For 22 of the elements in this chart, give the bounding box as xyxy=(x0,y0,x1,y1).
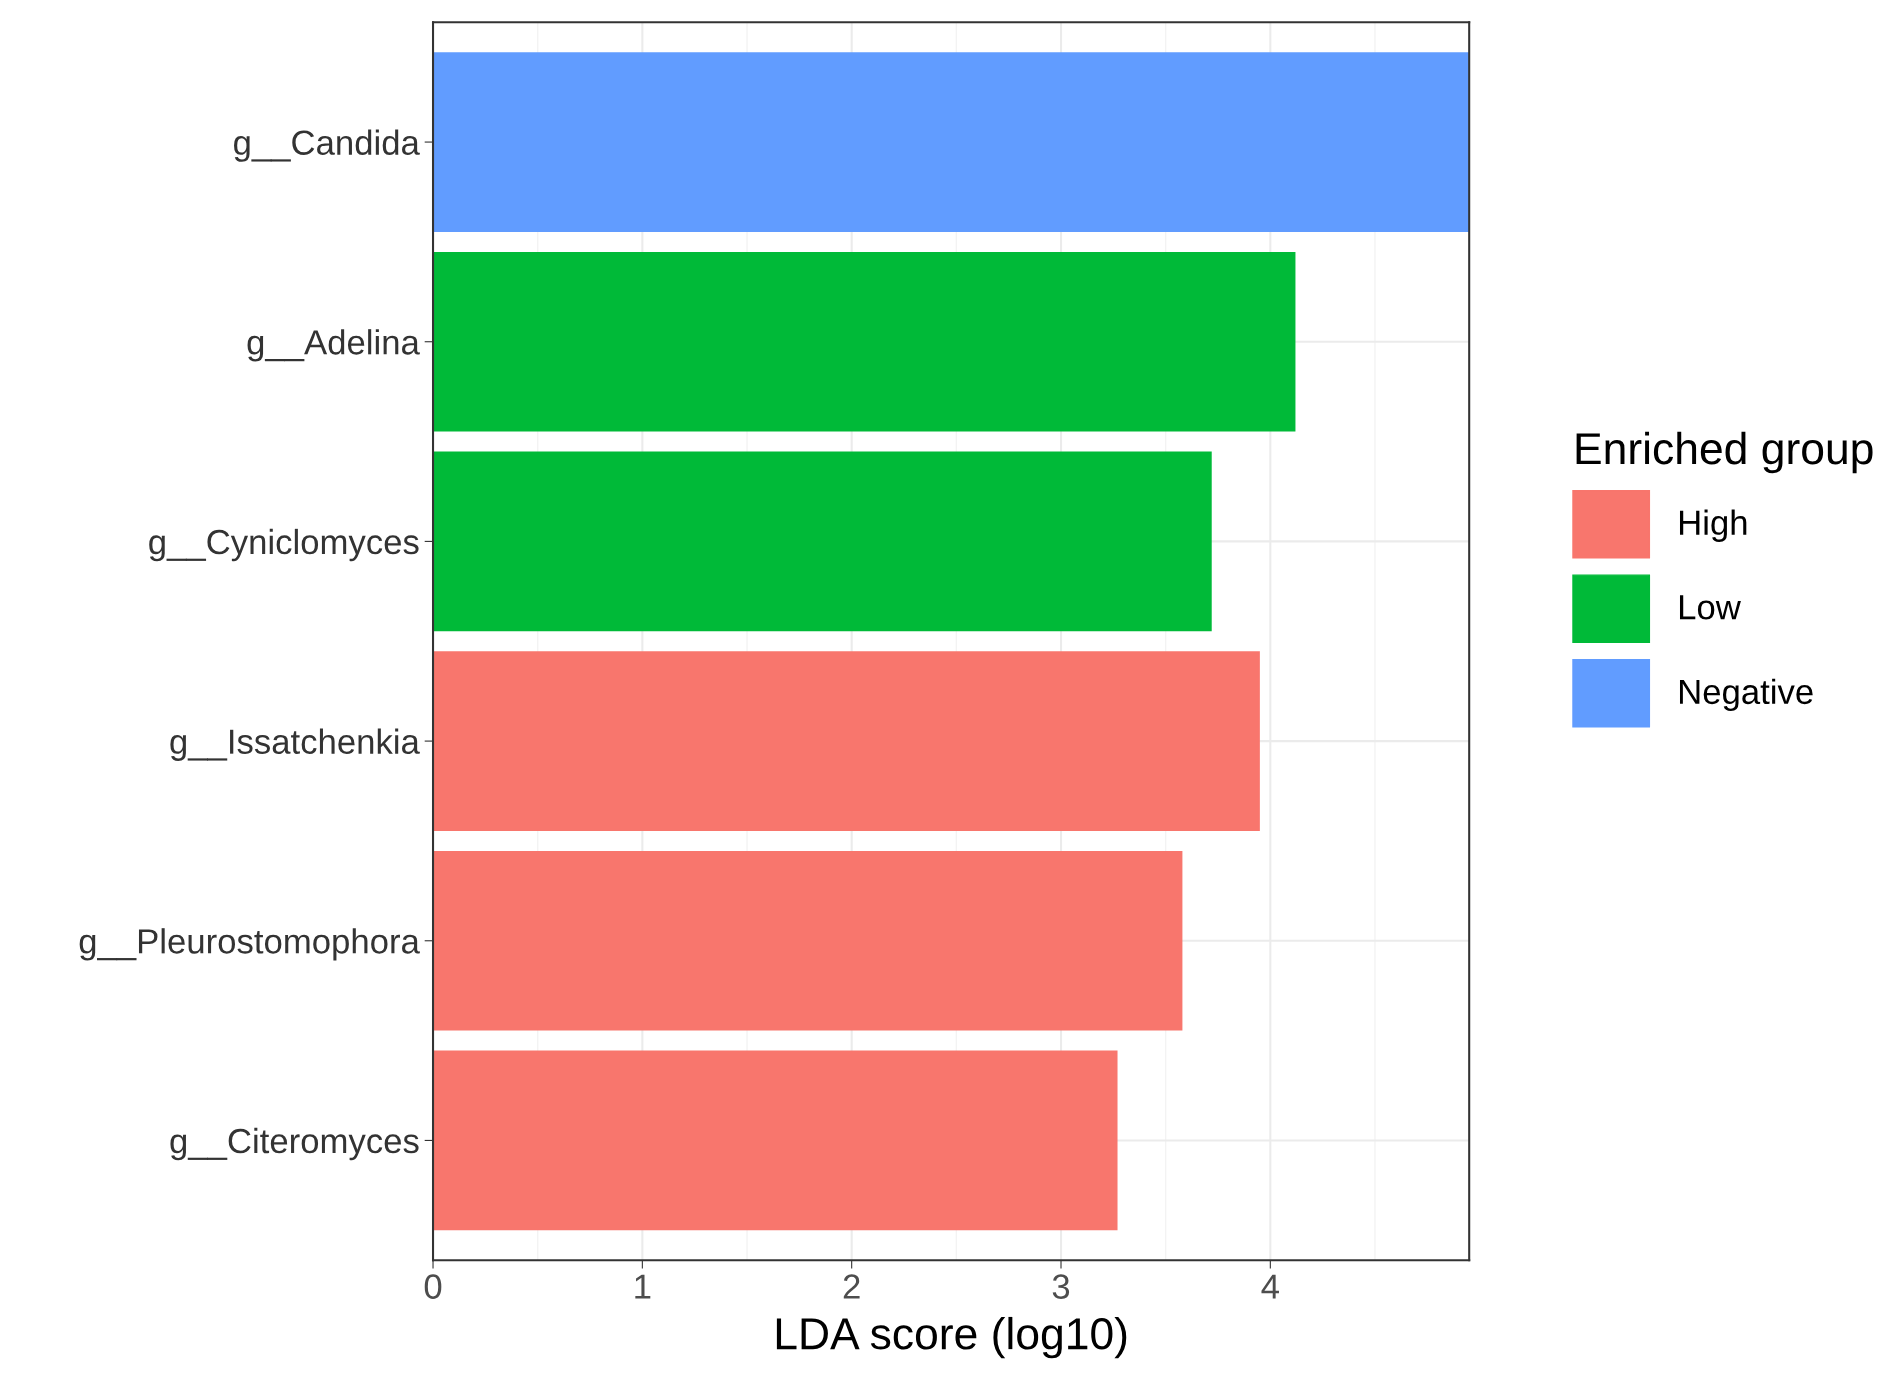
x-tick-label: 0 xyxy=(424,1274,442,1299)
bar xyxy=(433,52,1470,232)
bar xyxy=(433,850,1183,1031)
x-tick-label: 1 xyxy=(635,1274,651,1299)
x-axis-title: LDA score (log10) xyxy=(776,1316,1127,1359)
bar xyxy=(433,451,1212,632)
legend-label: Low xyxy=(1679,595,1741,620)
y-tick-label: g__Adelina xyxy=(247,329,420,362)
y-tick-label: g__Issatchenkia xyxy=(170,728,420,761)
x-tick-label: 3 xyxy=(1052,1274,1070,1299)
y-tick-label: g__Citeromyces xyxy=(170,1127,419,1161)
legend-label: Negative xyxy=(1679,678,1813,711)
bar xyxy=(433,1050,1118,1231)
y-tick-label: g__Pleurostomophora xyxy=(79,928,420,961)
legend-title: Enriched group xyxy=(1576,431,1873,474)
y-tick-label: g__Candida xyxy=(234,129,420,162)
x-tick-label: 4 xyxy=(1261,1274,1279,1299)
legend-label: High xyxy=(1679,509,1747,542)
y-tick-label: g__Cyniclomyces xyxy=(149,528,419,562)
bar xyxy=(433,251,1296,432)
x-tick-label: 2 xyxy=(843,1274,860,1299)
bar xyxy=(433,651,1260,831)
